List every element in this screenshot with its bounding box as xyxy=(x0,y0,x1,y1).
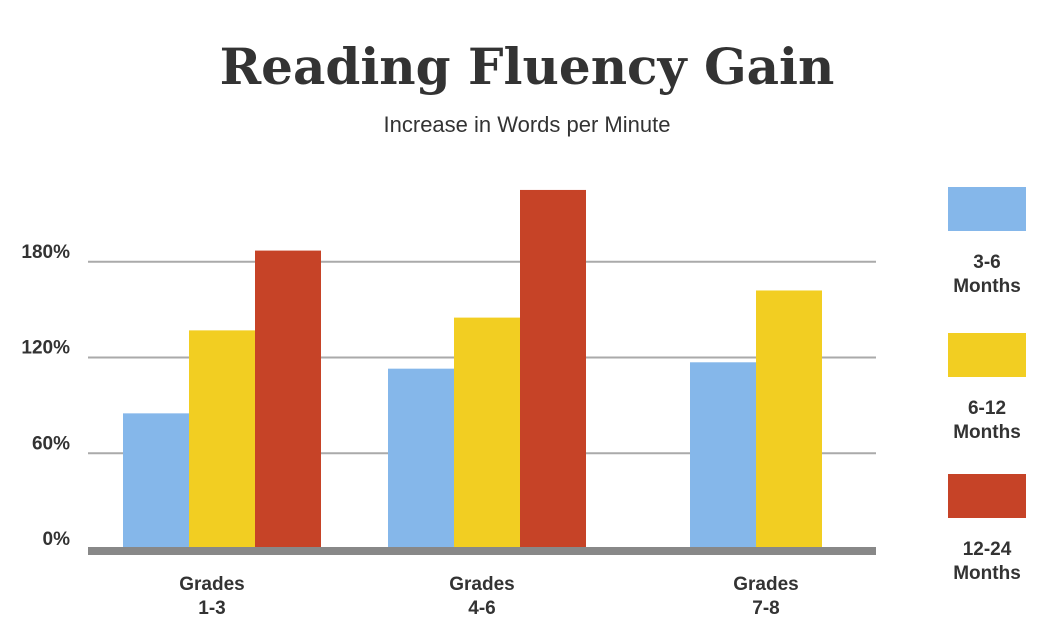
legend-label: 12-24 xyxy=(963,539,1012,560)
bar xyxy=(123,413,189,549)
y-axis-ticks: 0% 60% 120% 180% xyxy=(21,242,70,550)
bar xyxy=(454,317,520,549)
x-category-label: 1-3 xyxy=(198,598,225,619)
y-tick-label: 120% xyxy=(21,338,70,359)
x-axis xyxy=(88,547,876,555)
legend-swatch xyxy=(948,187,1026,231)
bar xyxy=(520,189,586,549)
legend-label: 6-12 xyxy=(968,398,1006,419)
x-category-label: Grades xyxy=(449,574,514,595)
legend: 3-6 Months 6-12 Months 12-24 Months xyxy=(948,187,1026,584)
y-tick-label: 0% xyxy=(43,529,71,550)
legend-label: Months xyxy=(953,422,1021,443)
legend-swatch xyxy=(948,333,1026,377)
x-category-label: Grades xyxy=(733,574,798,595)
x-category-label: 7-8 xyxy=(752,598,779,619)
legend-label: 3-6 xyxy=(973,252,1000,273)
bar xyxy=(756,290,822,549)
legend-label: Months xyxy=(953,563,1021,584)
y-tick-label: 180% xyxy=(21,242,70,263)
x-axis-baseline xyxy=(88,547,876,555)
bar xyxy=(189,330,255,549)
bars xyxy=(123,189,822,549)
bar xyxy=(690,362,756,549)
x-axis-categories: Grades 1-3 Grades 4-6 Grades 7-8 xyxy=(179,574,798,619)
x-category-label: 4-6 xyxy=(468,598,495,619)
chart-title: Reading Fluency Gain xyxy=(220,37,835,96)
bar xyxy=(388,368,454,549)
chart-subtitle: Increase in Words per Minute xyxy=(384,112,671,137)
legend-swatch xyxy=(948,474,1026,518)
x-category-label: Grades xyxy=(179,574,244,595)
y-tick-label: 60% xyxy=(32,433,70,454)
bar xyxy=(255,250,321,549)
legend-label: Months xyxy=(953,276,1021,297)
